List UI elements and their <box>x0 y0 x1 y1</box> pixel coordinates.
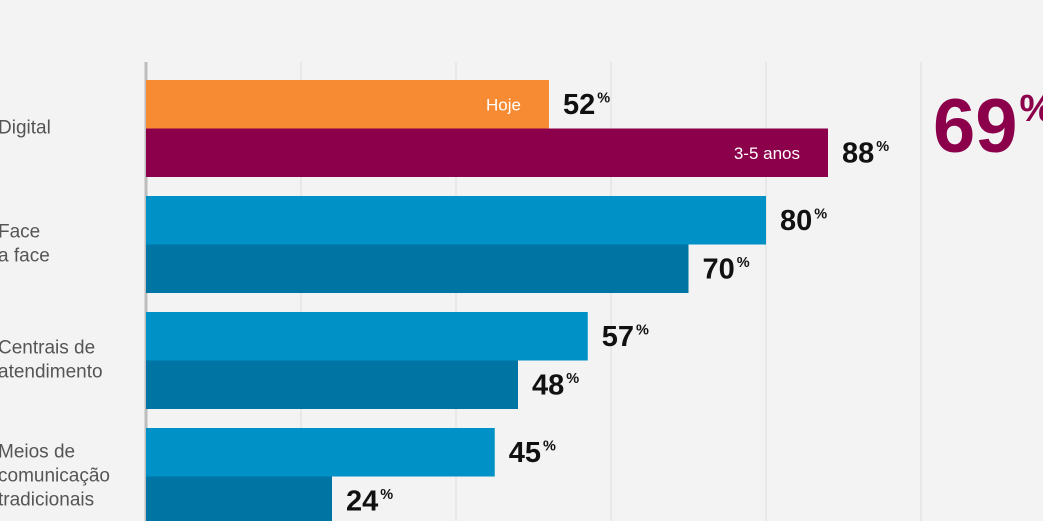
value-label: 48% <box>532 369 579 401</box>
value-label: 45% <box>509 437 556 469</box>
legend-label: Hoje <box>486 96 521 115</box>
value-label: 52% <box>563 89 610 121</box>
value-label: 88% <box>842 137 889 169</box>
bar <box>146 80 549 129</box>
category-label: Face <box>0 222 40 243</box>
value-label: 70% <box>703 253 750 285</box>
category-label: Meios de <box>0 442 75 463</box>
value-label: 57% <box>602 321 649 353</box>
category-label: tradicionais <box>0 490 94 511</box>
legend-label: 3-5 anos <box>734 144 800 163</box>
value-label: 24% <box>346 485 393 517</box>
category-label: Centrais de <box>0 338 95 359</box>
bar <box>146 476 332 521</box>
bar <box>146 312 588 361</box>
value-label: 80% <box>780 205 827 237</box>
category-label: Digital <box>0 118 51 139</box>
category-label: comunicação <box>0 466 110 487</box>
bar <box>146 128 828 177</box>
annotation: 69% <box>933 84 1043 169</box>
category-label: atendimento <box>0 362 103 383</box>
category-label: a face <box>0 246 50 267</box>
bar <box>146 360 518 409</box>
bar <box>146 244 689 293</box>
bar <box>146 196 766 245</box>
bar <box>146 428 495 477</box>
